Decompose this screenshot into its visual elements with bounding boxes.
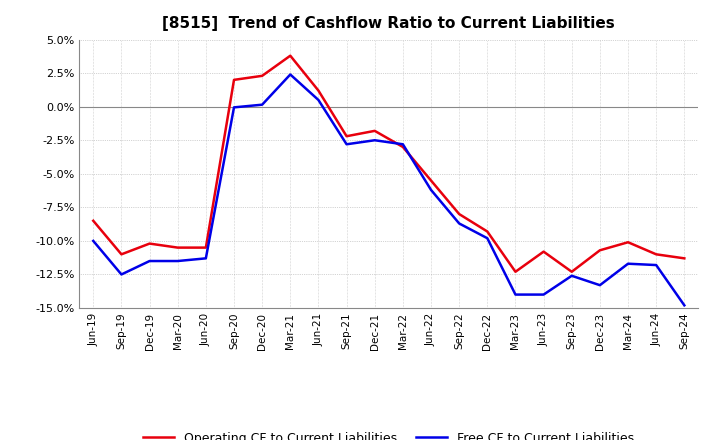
Free CF to Current Liabilities bbox=[89, 238, 98, 244]
Operating CF to Current Liabilities bbox=[342, 134, 351, 139]
Free CF to Current Liabilities bbox=[539, 292, 548, 297]
Free CF to Current Liabilities bbox=[680, 303, 688, 308]
Line: Operating CF to Current Liabilities: Operating CF to Current Liabilities bbox=[94, 56, 684, 272]
Operating CF to Current Liabilities bbox=[539, 249, 548, 254]
Operating CF to Current Liabilities bbox=[624, 240, 632, 245]
Operating CF to Current Liabilities bbox=[286, 53, 294, 59]
Free CF to Current Liabilities bbox=[258, 102, 266, 107]
Operating CF to Current Liabilities bbox=[89, 218, 98, 224]
Operating CF to Current Liabilities bbox=[145, 241, 154, 246]
Free CF to Current Liabilities bbox=[652, 262, 660, 268]
Line: Free CF to Current Liabilities: Free CF to Current Liabilities bbox=[94, 74, 684, 305]
Free CF to Current Liabilities bbox=[511, 292, 520, 297]
Operating CF to Current Liabilities bbox=[370, 128, 379, 133]
Operating CF to Current Liabilities bbox=[314, 88, 323, 93]
Operating CF to Current Liabilities bbox=[652, 252, 660, 257]
Free CF to Current Liabilities bbox=[342, 142, 351, 147]
Operating CF to Current Liabilities bbox=[202, 245, 210, 250]
Operating CF to Current Liabilities bbox=[174, 245, 182, 250]
Free CF to Current Liabilities bbox=[202, 256, 210, 261]
Operating CF to Current Liabilities bbox=[483, 229, 492, 234]
Operating CF to Current Liabilities bbox=[117, 252, 126, 257]
Free CF to Current Liabilities bbox=[145, 258, 154, 264]
Operating CF to Current Liabilities bbox=[511, 269, 520, 275]
Legend: Operating CF to Current Liabilities, Free CF to Current Liabilities: Operating CF to Current Liabilities, Fre… bbox=[138, 427, 639, 440]
Operating CF to Current Liabilities bbox=[680, 256, 688, 261]
Free CF to Current Liabilities bbox=[595, 282, 604, 288]
Free CF to Current Liabilities bbox=[117, 272, 126, 277]
Free CF to Current Liabilities bbox=[567, 273, 576, 279]
Free CF to Current Liabilities bbox=[483, 235, 492, 241]
Operating CF to Current Liabilities bbox=[595, 248, 604, 253]
Operating CF to Current Liabilities bbox=[258, 73, 266, 78]
Free CF to Current Liabilities bbox=[286, 72, 294, 77]
Free CF to Current Liabilities bbox=[624, 261, 632, 266]
Title: [8515]  Trend of Cashflow Ratio to Current Liabilities: [8515] Trend of Cashflow Ratio to Curren… bbox=[163, 16, 615, 32]
Operating CF to Current Liabilities bbox=[399, 144, 408, 150]
Operating CF to Current Liabilities bbox=[427, 178, 436, 183]
Free CF to Current Liabilities bbox=[455, 221, 464, 226]
Operating CF to Current Liabilities bbox=[230, 77, 238, 82]
Free CF to Current Liabilities bbox=[427, 187, 436, 193]
Free CF to Current Liabilities bbox=[314, 97, 323, 103]
Free CF to Current Liabilities bbox=[230, 105, 238, 110]
Operating CF to Current Liabilities bbox=[567, 269, 576, 275]
Free CF to Current Liabilities bbox=[399, 142, 408, 147]
Free CF to Current Liabilities bbox=[370, 138, 379, 143]
Operating CF to Current Liabilities bbox=[455, 211, 464, 216]
Free CF to Current Liabilities bbox=[174, 258, 182, 264]
